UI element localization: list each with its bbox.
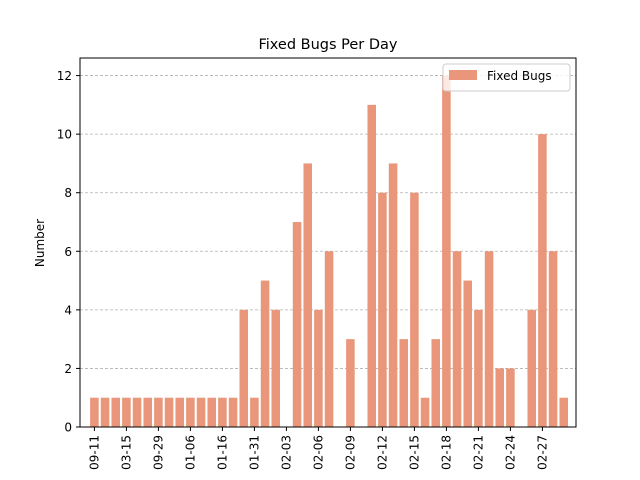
x-axis: 09-11 03-15 09-29 01-06 01-16 01-31 02-03 02-06… <box>87 427 549 470</box>
y-axis: 0 2 4 6 8 10 12 <box>57 69 80 435</box>
x-tick-label: 02-12 <box>375 435 389 470</box>
bar <box>100 397 110 427</box>
y-tick-label: 2 <box>64 362 72 376</box>
legend: Fixed Bugs <box>442 63 571 92</box>
bar <box>314 309 323 427</box>
x-tick-label: 01-16 <box>215 435 229 470</box>
x-tick-label: 09-29 <box>151 435 165 470</box>
bar <box>175 397 184 427</box>
bar <box>239 309 248 427</box>
bar <box>303 163 312 427</box>
bar <box>207 397 216 427</box>
y-tick-label: 8 <box>64 186 72 200</box>
y-tick-label: 6 <box>64 245 72 259</box>
bar <box>452 251 462 427</box>
bar <box>378 192 387 427</box>
bar <box>218 397 227 427</box>
bar <box>442 75 451 428</box>
bar <box>484 251 494 427</box>
x-tick-label: 02-24 <box>503 435 517 470</box>
bar <box>538 134 547 427</box>
bar <box>474 309 483 427</box>
bar <box>292 222 302 427</box>
bar <box>388 163 398 427</box>
y-tick-label: 0 <box>64 421 72 435</box>
bar <box>143 397 152 427</box>
legend-label: Fixed Bugs <box>487 69 552 83</box>
bar <box>495 368 504 427</box>
bar <box>250 397 259 427</box>
plot-area-frame <box>79 57 577 428</box>
bar <box>420 397 430 427</box>
x-tick-label: 03-15 <box>119 435 133 470</box>
bar <box>527 309 536 427</box>
y-axis-label: Number <box>33 219 47 267</box>
bar <box>324 251 334 427</box>
x-tick-label: 02-18 <box>439 435 453 470</box>
bar <box>346 339 355 427</box>
bar <box>122 397 131 427</box>
bar <box>410 192 419 427</box>
x-tick-label: 02-06 <box>311 435 325 470</box>
chart-title: Fixed Bugs Per Day <box>258 37 397 53</box>
x-tick-label: 01-06 <box>183 435 197 470</box>
x-tick-label: 02-15 <box>407 435 421 470</box>
bar <box>548 251 558 427</box>
y-tick-label: 10 <box>57 128 72 142</box>
bar <box>506 368 515 427</box>
bar <box>132 397 142 427</box>
bar <box>367 104 376 427</box>
x-tick-label: 02-21 <box>471 435 485 470</box>
legend-swatch <box>449 70 477 80</box>
bar <box>196 397 206 427</box>
bar <box>154 397 163 427</box>
bar <box>559 397 568 427</box>
bar <box>228 397 238 427</box>
bar <box>186 397 195 427</box>
x-tick-label: 02-03 <box>279 435 293 470</box>
bar <box>431 339 440 427</box>
y-tick-label: 12 <box>57 69 72 83</box>
x-tick-label: 09-11 <box>87 435 101 470</box>
x-tick-label: 02-27 <box>535 435 549 470</box>
x-tick-label: 01-31 <box>247 435 261 470</box>
bars <box>90 75 568 428</box>
bar <box>399 339 408 427</box>
bar <box>111 397 120 427</box>
bar <box>164 397 174 427</box>
x-tick-label: 02-09 <box>343 435 357 470</box>
y-tick-label: 4 <box>64 303 72 317</box>
bar <box>463 280 472 427</box>
bar <box>90 397 99 427</box>
bar <box>271 309 280 427</box>
bar <box>260 280 270 427</box>
